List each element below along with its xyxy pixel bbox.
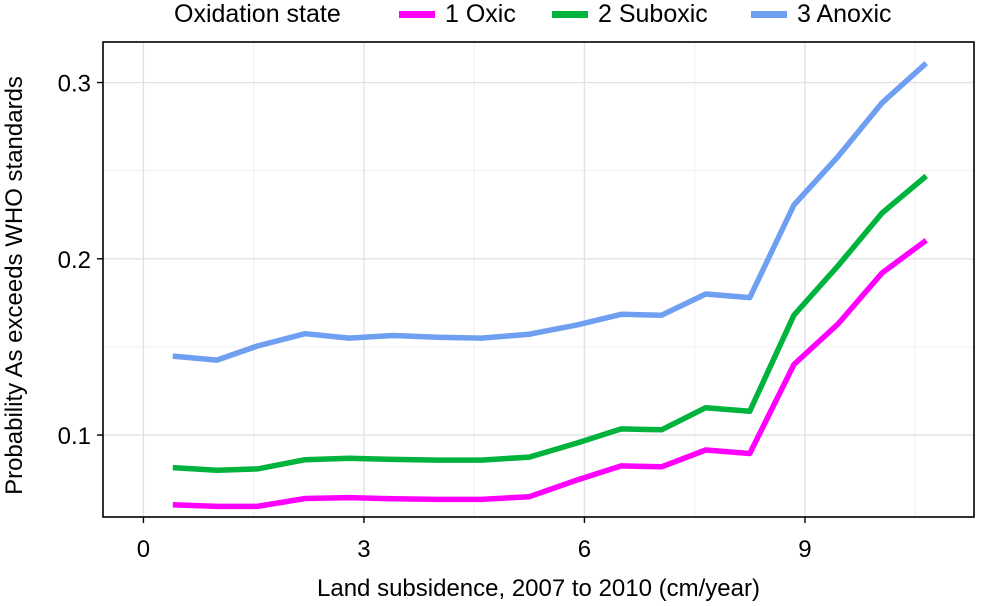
y-tick-label: 0.2	[58, 247, 91, 274]
series-line-3-anoxic	[172, 61, 929, 363]
legend-label-oxic: 1 Oxic	[445, 0, 516, 28]
legend-label-suboxic: 2 Suboxic	[598, 0, 708, 28]
y-tick-label: 0.1	[58, 423, 91, 450]
major-gridlines	[103, 42, 974, 517]
x-tick-label: 6	[578, 536, 591, 563]
series-line-2-suboxic	[172, 173, 928, 474]
x-tick-label: 0	[137, 536, 150, 563]
minor-gridlines	[103, 42, 974, 517]
y-axis-ticks: 0.1 0.2 0.3	[58, 71, 103, 450]
x-tick-label: 9	[798, 536, 811, 563]
legend-swatch-suboxic	[552, 11, 588, 18]
legend-swatch-oxic	[399, 11, 435, 18]
legend-swatch-anoxic	[751, 11, 787, 18]
series-lines	[172, 61, 929, 510]
y-tick-label: 0.3	[58, 71, 91, 98]
series-line-1-oxic	[172, 238, 928, 510]
x-axis-label: Land subsidence, 2007 to 2010 (cm/year)	[317, 575, 760, 602]
y-axis-label: Probability As exceeds WHO standards	[1, 76, 28, 495]
legend: Oxidation state 1 Oxic 2 Suboxic 3 Anoxi…	[0, 0, 990, 30]
x-axis-ticks: 0 3 6 9	[137, 517, 812, 563]
legend-label-anoxic: 3 Anoxic	[797, 0, 892, 28]
plot-panel-border	[102, 41, 975, 518]
legend-title: Oxidation state	[174, 0, 341, 28]
x-tick-label: 3	[357, 536, 370, 563]
